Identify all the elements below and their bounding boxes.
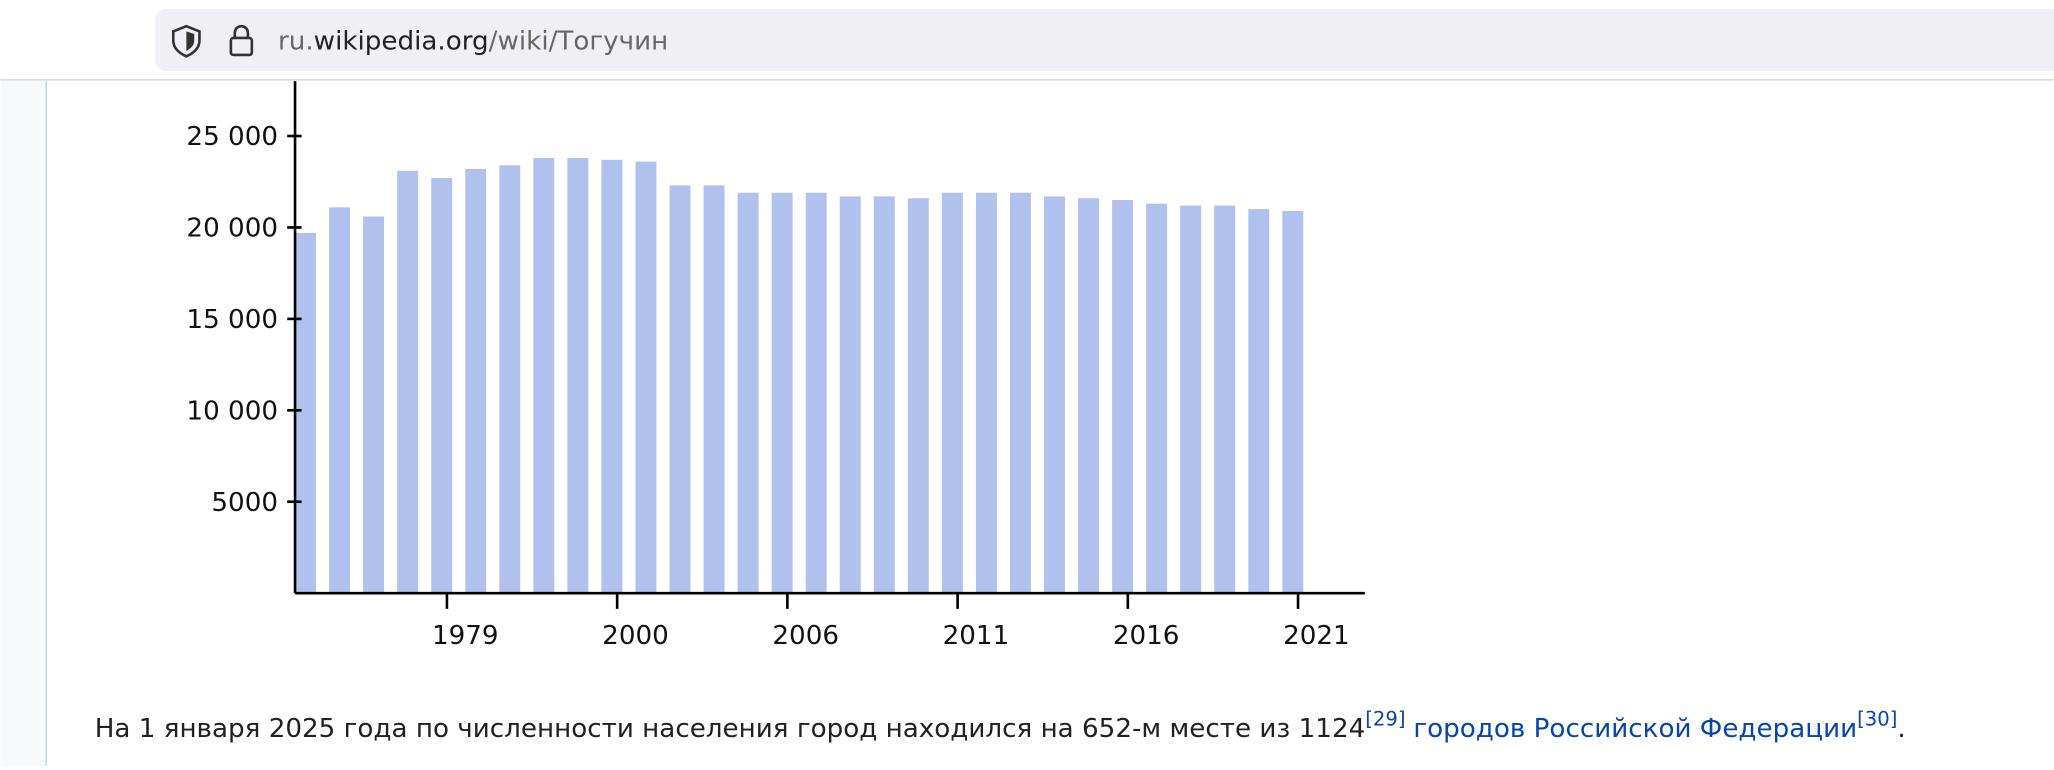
bar: [465, 168, 487, 594]
y-tick-label: 25 000: [186, 122, 278, 152]
bar: [1180, 205, 1202, 594]
link[interactable]: городов Российской Федерации: [1413, 714, 1857, 744]
left-margin: [0, 81, 47, 766]
bar: [873, 196, 895, 594]
y-tick-label: 5000: [211, 488, 278, 518]
bar: [363, 216, 385, 594]
lock-shackle: [233, 24, 250, 38]
y-tick-label: 10 000: [186, 396, 278, 426]
paragraph-text: На 1 января 2025 года по численности нас…: [95, 714, 1366, 744]
paragraph: На 1 января 2025 года по численности нас…: [95, 707, 1906, 744]
url-path: /wiki/Тогучин: [489, 27, 669, 57]
bar: [1112, 200, 1134, 594]
url-text[interactable]: ru.wikipedia.org/wiki/Тогучин: [278, 27, 668, 57]
bar: [1282, 211, 1304, 594]
bar: [499, 165, 521, 594]
reference[interactable]: [30]: [1857, 707, 1897, 730]
paragraph-end: .: [1897, 714, 1905, 744]
bar: [601, 159, 623, 594]
bar: [805, 192, 827, 594]
url-host: wikipedia.org: [314, 27, 489, 57]
bar: [635, 161, 657, 594]
bar: [431, 178, 453, 594]
bar: [839, 196, 861, 594]
bar: [1009, 192, 1031, 594]
lock-icon[interactable]: [229, 36, 254, 57]
bar: [1078, 198, 1100, 594]
x-tick-label: 2011: [943, 621, 1010, 651]
bar: [703, 185, 725, 594]
shield-icon-fill: [186, 31, 195, 52]
bar: [669, 185, 691, 594]
bar: [1146, 203, 1168, 594]
bar: [567, 157, 589, 594]
bar: [941, 192, 963, 594]
bar: [1248, 209, 1270, 594]
reference[interactable]: [29]: [1365, 707, 1405, 730]
chart: 1979 2000 2006 2011 2016 2021 5000 10 000 15 000…: [186, 81, 1365, 651]
bar: [737, 192, 759, 594]
bar: [533, 157, 555, 594]
bar: [1044, 196, 1065, 594]
x-tick-label: 1979: [432, 621, 499, 651]
x-tick-label: 2021: [1283, 621, 1350, 651]
url-bar[interactable]: [154, 9, 2054, 71]
x-tick-label: 2016: [1113, 621, 1180, 651]
url-prefix: ru.: [278, 27, 314, 57]
bar: [771, 192, 793, 594]
bar: [397, 170, 419, 594]
bar: [329, 207, 351, 594]
bar: [295, 232, 316, 594]
bar: [1214, 205, 1236, 594]
bar: [975, 192, 997, 594]
y-tick-label: 15 000: [186, 305, 278, 335]
shield-icon[interactable]: [171, 24, 201, 58]
x-tick-label: 2000: [602, 621, 669, 651]
y-tick-label: 20 000: [186, 214, 278, 244]
bar: [907, 198, 929, 594]
x-tick-label: 2006: [772, 621, 839, 651]
